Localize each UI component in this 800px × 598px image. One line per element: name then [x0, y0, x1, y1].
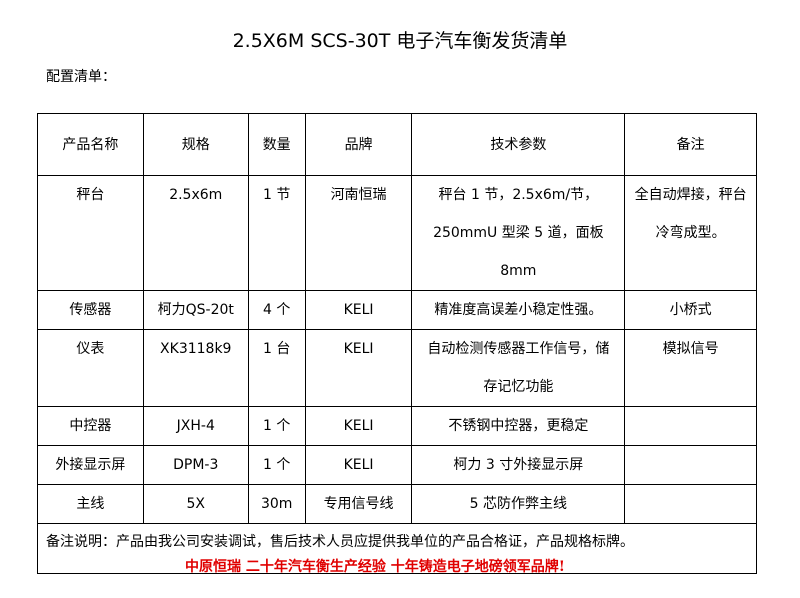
header-cell: 数量 [247, 113, 306, 176]
cell: 自动检测传感器工作信号，储存记忆功能 [411, 329, 626, 407]
cell: KELI [304, 290, 413, 330]
cell [624, 484, 757, 524]
cell: 精准度高误差小稳定性强。 [411, 290, 626, 330]
cell: 秤台 [37, 175, 144, 291]
header-cell: 技术参数 [411, 113, 626, 176]
cell: 不锈钢中控器，更稳定 [411, 406, 626, 446]
table-note-row: 备注说明：产品由我公司安装调试，售后技术人员应提供我单位的产品合格证，产品规格标… [37, 523, 757, 574]
cell: 5X [142, 484, 249, 524]
cell [624, 445, 757, 485]
cell: 柯力 3 寸外接显示屏 [411, 445, 626, 485]
header-cell: 产品名称 [37, 113, 144, 176]
header-cell: 规格 [142, 113, 249, 176]
cell: JXH-4 [142, 406, 249, 446]
cell: 河南恒瑞 [304, 175, 413, 291]
cell: XK3118k9 [142, 329, 249, 407]
note-cell: 备注说明：产品由我公司安装调试，售后技术人员应提供我单位的产品合格证，产品规格标… [37, 523, 757, 574]
table-row: 中控器 JXH-4 1 个 KELI 不锈钢中控器，更稳定 [37, 406, 757, 446]
cell [624, 406, 757, 446]
cell: 模拟信号 [624, 329, 757, 407]
cell: 2.5x6m [142, 175, 249, 291]
cell: 1 台 [247, 329, 306, 407]
cell: 中控器 [37, 406, 144, 446]
subtitle: 配置清单： [46, 69, 116, 85]
table-row: 主线 5X 30m 专用信号线 5 芯防作弊主线 [37, 484, 757, 524]
cell: 仪表 [37, 329, 144, 407]
table-row: 仪表 XK3118k9 1 台 KELI 自动检测传感器工作信号，储存记忆功能 … [37, 329, 757, 407]
table-header-row: 产品名称 规格 数量 品牌 技术参数 备注 [37, 113, 757, 176]
cell: 4 个 [247, 290, 306, 330]
shipping-list-table: 产品名称 规格 数量 品牌 技术参数 备注 秤台 2.5x6m 1 节 河南恒瑞… [37, 113, 757, 574]
footer-slogan: 中原恒瑞 二十年汽车衡生产经验 十年铸造电子地磅领军品牌! [185, 559, 565, 575]
table-row: 传感器 柯力QS-20t 4 个 KELI 精准度高误差小稳定性强。 小桥式 [37, 290, 757, 330]
cell: 柯力QS-20t [142, 290, 249, 330]
cell: 全自动焊接，秤台冷弯成型。 [624, 175, 757, 291]
cell: 1 个 [247, 406, 306, 446]
table-row: 外接显示屏 DPM-3 1 个 KELI 柯力 3 寸外接显示屏 [37, 445, 757, 485]
cell: KELI [304, 445, 413, 485]
cell: 传感器 [37, 290, 144, 330]
table-row: 秤台 2.5x6m 1 节 河南恒瑞 秤台 1 节，2.5x6m/节，250mm… [37, 175, 757, 291]
cell: 30m [247, 484, 306, 524]
header-cell: 品牌 [304, 113, 413, 176]
cell: 外接显示屏 [37, 445, 144, 485]
cell: 主线 [37, 484, 144, 524]
cell: 1 节 [247, 175, 306, 291]
cell: KELI [304, 329, 413, 407]
cell: 专用信号线 [304, 484, 413, 524]
page-title: 2.5X6M SCS-30T 电子汽车衡发货清单 [232, 30, 568, 52]
cell: DPM-3 [142, 445, 249, 485]
cell: 小桥式 [624, 290, 757, 330]
cell: KELI [304, 406, 413, 446]
cell: 秤台 1 节，2.5x6m/节，250mmU 型梁 5 道，面板 8mm [411, 175, 626, 291]
cell: 5 芯防作弊主线 [411, 484, 626, 524]
cell: 1 个 [247, 445, 306, 485]
header-cell: 备注 [624, 113, 757, 176]
